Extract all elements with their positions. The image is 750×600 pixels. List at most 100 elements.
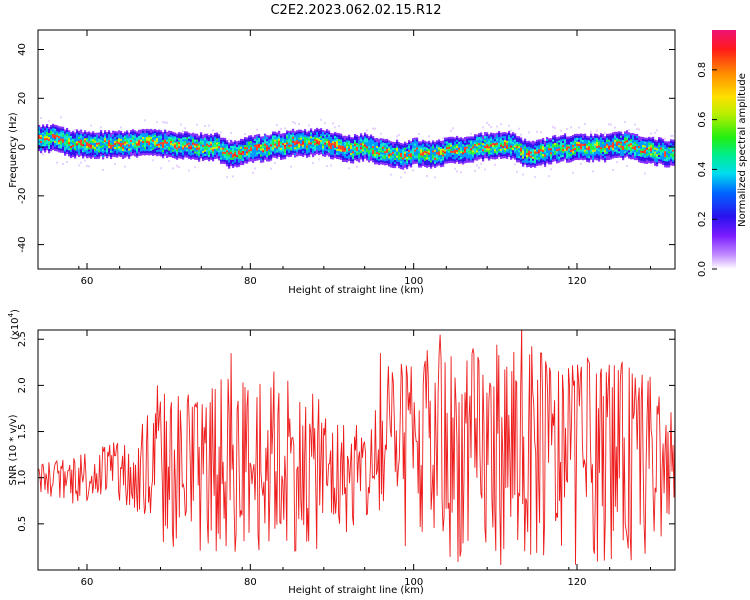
heatmap-cell <box>506 138 509 141</box>
heatmap-cell <box>416 151 419 154</box>
heatmap-cell <box>656 156 659 159</box>
heatmap-cell <box>498 146 501 150</box>
x-tick-label: 100 <box>404 276 423 287</box>
heatmap-cell <box>280 139 283 142</box>
heatmap-cell <box>90 134 93 137</box>
heatmap-cell <box>418 141 421 144</box>
heatmap-cell <box>220 149 223 152</box>
heatmap-cell <box>96 152 99 155</box>
heatmap-cell <box>210 135 213 138</box>
heatmap-cell <box>284 133 287 136</box>
heatmap-cell <box>358 160 361 163</box>
heatmap-cell <box>208 145 211 148</box>
heatmap-cell <box>320 138 323 141</box>
heatmap-cell <box>290 140 293 143</box>
heatmap-cell <box>102 133 105 136</box>
heatmap-cell <box>340 149 343 152</box>
heatmap-cell <box>54 142 57 145</box>
heatmap-cell <box>652 152 655 156</box>
heatmap-cell <box>576 153 579 156</box>
heatmap-cell <box>364 138 367 141</box>
heatmap-cell <box>202 158 205 162</box>
heatmap-cell <box>272 131 275 134</box>
heatmap-cell <box>372 152 375 155</box>
heatmap-cell <box>630 155 633 158</box>
heatmap-cell <box>614 147 617 150</box>
heatmap-cell <box>136 139 139 142</box>
heatmap-cell <box>510 153 513 156</box>
heatmap-cell <box>378 144 381 148</box>
heatmap-cell <box>116 131 119 134</box>
heatmap-cell <box>538 151 541 154</box>
heatmap-cell <box>370 156 373 159</box>
heatmap-cell <box>326 141 329 144</box>
heatmap-cell <box>386 138 389 142</box>
heatmap-cell <box>358 154 361 157</box>
heatmap-cell <box>364 146 367 149</box>
heatmap-cell <box>572 140 575 144</box>
heatmap-cell <box>158 145 161 148</box>
heatmap-cell <box>462 138 465 141</box>
heatmap-cell <box>46 134 49 137</box>
heatmap-cell <box>630 157 633 160</box>
heatmap-cell <box>234 146 237 149</box>
heatmap-cell <box>650 153 653 156</box>
heatmap-cell <box>196 133 199 136</box>
heatmap-cell <box>638 128 640 131</box>
heatmap-cell <box>290 142 293 145</box>
heatmap-cell <box>256 148 259 151</box>
heatmap-cell <box>52 147 55 151</box>
heatmap-cell <box>466 138 469 141</box>
heatmap-cell <box>596 148 599 151</box>
heatmap-cell <box>112 154 115 157</box>
heatmap-cell <box>276 146 279 149</box>
heatmap-cell <box>44 142 47 145</box>
heatmap-cell <box>176 147 179 150</box>
heatmap-cell <box>314 145 317 148</box>
heatmap-cell <box>66 135 69 139</box>
heatmap-cell <box>358 156 361 159</box>
heatmap-cell <box>238 158 241 161</box>
heatmap-cell <box>388 164 391 167</box>
heatmap-cell <box>530 147 533 150</box>
heatmap-cell <box>136 137 139 140</box>
heatmap-cell <box>104 150 107 153</box>
heatmap-cell <box>352 143 355 146</box>
heatmap-cell <box>90 152 93 155</box>
heatmap-cell <box>160 138 163 141</box>
heatmap-cell <box>266 141 269 144</box>
heatmap-cell <box>102 145 105 148</box>
heatmap-cell <box>350 141 353 144</box>
heatmap-cell <box>202 140 205 144</box>
heatmap-cell <box>378 148 381 152</box>
heatmap-cell <box>594 141 597 144</box>
heatmap-cell <box>532 162 535 165</box>
heatmap-cell <box>216 136 219 139</box>
heatmap-cell <box>458 155 461 158</box>
heatmap-cell <box>212 159 215 162</box>
heatmap-cell <box>512 134 515 137</box>
heatmap-cell <box>38 140 41 144</box>
heatmap-cell <box>172 135 175 139</box>
heatmap-cell <box>630 149 633 152</box>
heatmap-cell <box>530 157 533 160</box>
heatmap-cell <box>486 138 489 141</box>
heatmap-cell <box>318 138 321 142</box>
heatmap-cell <box>360 145 363 148</box>
heatmap-cell <box>362 157 365 160</box>
heatmap-cell <box>604 140 607 143</box>
heatmap-cell <box>348 142 351 145</box>
heatmap-cell <box>574 149 577 153</box>
heatmap-cell <box>496 140 499 143</box>
heatmap-cell <box>558 138 561 141</box>
heatmap-cell <box>450 136 453 139</box>
heatmap-cell <box>112 148 115 151</box>
heatmap-cell <box>368 146 371 149</box>
heatmap-cell <box>302 144 305 147</box>
heatmap-cell <box>374 144 377 147</box>
heatmap-cell <box>118 152 121 155</box>
heatmap-cell <box>440 154 443 158</box>
heatmap-cell <box>562 143 565 146</box>
heatmap-cell <box>606 155 609 159</box>
heatmap-cell <box>600 141 603 144</box>
